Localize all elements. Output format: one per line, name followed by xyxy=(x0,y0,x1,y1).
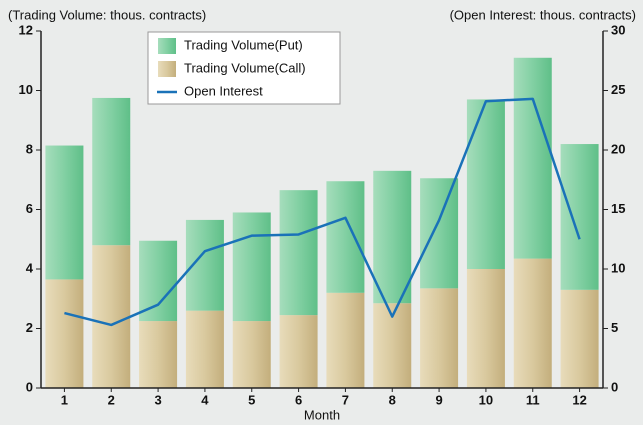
y2-tick-label: 20 xyxy=(611,141,625,156)
bar xyxy=(513,258,552,388)
bar xyxy=(466,99,505,269)
y2-tick-label: 5 xyxy=(611,320,618,335)
y-tick-label: 0 xyxy=(26,379,33,394)
bar xyxy=(420,178,459,289)
legend-label: Trading Volume(Put) xyxy=(184,37,303,52)
bar xyxy=(513,57,552,259)
x-tick-label: 9 xyxy=(435,392,442,407)
legend-swatch xyxy=(158,61,176,77)
bar xyxy=(279,315,318,388)
x-tick-label: 6 xyxy=(295,392,302,407)
y-axis-label: (Trading Volume: thous. contracts) xyxy=(8,7,206,22)
bar xyxy=(326,292,365,388)
x-tick-label: 3 xyxy=(154,392,161,407)
bar xyxy=(232,321,271,388)
x-tick-label: 12 xyxy=(572,392,586,407)
bar xyxy=(45,279,84,388)
bar xyxy=(92,245,131,388)
legend-label: Trading Volume(Call) xyxy=(184,60,306,75)
legend-box xyxy=(147,31,341,105)
x-tick-label: 5 xyxy=(248,392,255,407)
bar xyxy=(373,170,412,304)
y2-tick-label: 10 xyxy=(611,260,625,275)
y-tick-label: 4 xyxy=(26,260,34,275)
bar xyxy=(560,289,599,388)
y2-tick-label: 15 xyxy=(611,201,625,216)
legend-swatch xyxy=(158,38,176,54)
bar xyxy=(279,190,318,316)
bar xyxy=(92,97,131,246)
bar xyxy=(45,145,84,280)
bar xyxy=(560,144,599,290)
x-tick-label: 8 xyxy=(389,392,396,407)
y-tick-label: 6 xyxy=(26,201,33,216)
bar xyxy=(185,310,224,388)
line xyxy=(64,97,581,327)
y-tick-label: 12 xyxy=(19,22,33,37)
x-tick-label: 11 xyxy=(526,392,540,407)
bar xyxy=(139,321,178,388)
y-tick-label: 8 xyxy=(26,141,33,156)
bar xyxy=(232,212,271,322)
y-tick-label: 2 xyxy=(26,320,33,335)
bar xyxy=(466,269,505,388)
bar xyxy=(139,240,178,322)
x-tick-label: 1 xyxy=(61,392,68,407)
x-tick-label: 10 xyxy=(479,392,493,407)
x-axis-label: Month xyxy=(304,407,340,422)
y2-tick-label: 30 xyxy=(611,22,625,37)
x-tick-label: 4 xyxy=(201,392,209,407)
legend-label: Open Interest xyxy=(184,83,263,98)
bar xyxy=(420,288,459,388)
y2-tick-label: 0 xyxy=(611,379,618,394)
y2-tick-label: 25 xyxy=(611,82,625,97)
x-tick-label: 7 xyxy=(342,392,349,407)
x-tick-label: 2 xyxy=(108,392,115,407)
y2-axis-label: (Open Interest: thous. contracts) xyxy=(450,7,636,22)
bar xyxy=(326,181,365,293)
y-tick-label: 10 xyxy=(19,82,33,97)
